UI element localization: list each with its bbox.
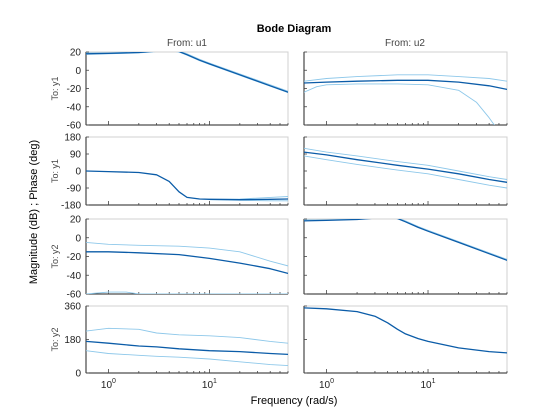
x-tick-label-exponent: 1 <box>432 378 436 385</box>
axes-layer: 20 0 -20 -40 -60 To: y1 180 90 0 -90 -180 To: y1 20 0… <box>50 48 508 391</box>
x-tick-label-base: 10 <box>101 380 113 391</box>
x-tick-label: 101 <box>421 378 436 391</box>
axes-box <box>85 136 289 206</box>
y-tick-label: -40 <box>67 271 82 282</box>
y-tick-label: 180 <box>64 335 81 346</box>
row-label: To: y1 <box>50 76 60 100</box>
column-header-u1: From: u1 <box>167 38 207 49</box>
y-tick-label: -90 <box>67 184 82 195</box>
upper-response-curve <box>304 147 507 180</box>
row-label: To: y2 <box>50 327 60 351</box>
x-tick-label-base: 10 <box>202 380 214 391</box>
x-axis-label: Frequency (rad/s) <box>251 395 338 407</box>
nominal-response-curve <box>304 219 507 261</box>
lower-response-curve <box>86 291 288 294</box>
y-tick-label: 0 <box>75 66 81 77</box>
y-tick-label: 0 <box>75 233 81 244</box>
lower-response-curve <box>304 83 495 125</box>
column-header-u2: From: u2 <box>385 38 425 49</box>
figure-title: Bode Diagram <box>257 23 332 35</box>
axes-r1-c2 <box>303 51 508 126</box>
y-tick-label: -40 <box>67 102 82 113</box>
nominal-response-curve <box>304 151 507 183</box>
y-tick-label: 180 <box>64 133 81 144</box>
y-tick-label: 0 <box>75 369 81 380</box>
y-tick-label: 20 <box>70 215 82 226</box>
nominal-response-curve <box>304 307 507 354</box>
lower-response-curve <box>304 155 507 189</box>
nominal-response-curve <box>86 340 288 356</box>
x-tick-label: 100 <box>319 378 334 391</box>
y-tick-label: -20 <box>67 84 82 95</box>
x-tick-label-exponent: 1 <box>213 378 217 385</box>
row-label: To: y2 <box>50 244 60 268</box>
axes-r3-c1: 20 0 -20 -40 -60 To: y2 <box>50 215 289 301</box>
lower-response-curve <box>86 350 288 367</box>
upper-response-curve <box>86 327 288 344</box>
axes-box <box>303 305 508 374</box>
x-tick-label-base: 10 <box>319 380 331 391</box>
axes-r2-c2 <box>303 136 508 206</box>
y-tick-label: 90 <box>70 150 82 161</box>
axes-r1-c1: 20 0 -20 -40 -60 To: y1 <box>50 48 289 132</box>
axes-box <box>85 51 289 126</box>
upper-response-curve <box>304 74 507 82</box>
axes-r4-c2: 100 101 <box>303 305 508 391</box>
x-tick-label-exponent: 0 <box>112 378 116 385</box>
axes-box <box>303 51 508 126</box>
nominal-response-curve <box>86 52 288 93</box>
axes-r3-c2 <box>303 218 508 295</box>
y-tick-label: 360 <box>64 302 81 313</box>
nominal-response-curve <box>86 251 288 275</box>
y-tick-label: -180 <box>61 201 81 212</box>
x-tick-label: 101 <box>202 378 217 391</box>
row-label: To: y1 <box>50 159 60 183</box>
x-tick-label-base: 10 <box>421 380 433 391</box>
y-tick-label: -60 <box>67 290 82 301</box>
nominal-response-curve <box>86 170 288 201</box>
nominal-response-curve <box>304 79 507 91</box>
axes-box <box>303 218 508 295</box>
y-axis-label: Magnitude (dB) ; Phase (deg) <box>28 140 40 284</box>
x-tick-label-exponent: 0 <box>330 378 334 385</box>
y-tick-label: -60 <box>67 121 82 132</box>
upper-response-curve <box>86 241 288 267</box>
y-tick-label: -20 <box>67 252 82 263</box>
y-tick-label: 0 <box>75 167 81 178</box>
axes-r2-c1: 180 90 0 -90 -180 To: y1 <box>50 133 289 212</box>
x-tick-label: 100 <box>101 378 116 391</box>
y-tick-label: 20 <box>70 48 82 59</box>
axes-box <box>85 218 289 295</box>
